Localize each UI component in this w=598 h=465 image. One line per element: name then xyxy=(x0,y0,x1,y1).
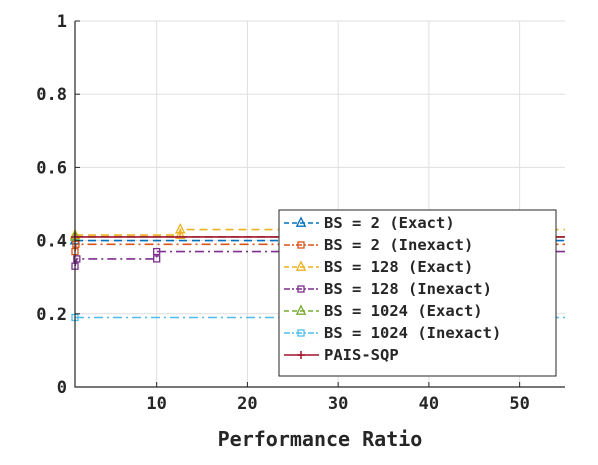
x-tick-label: 50 xyxy=(509,394,529,414)
legend-entry: PAIS-SQP xyxy=(284,346,399,364)
y-tick-label: 0.8 xyxy=(36,85,67,105)
legend-entry: BS = 128 (Inexact) xyxy=(284,280,492,298)
y-tick-label: 0.4 xyxy=(36,232,67,252)
plus-marker xyxy=(297,351,305,359)
axes: 10 20 30 40 50 0 0.2 0.4 0.6 0.8 1 xyxy=(36,12,565,414)
square-marker xyxy=(153,255,161,263)
legend-label: BS = 1024 (Inexact) xyxy=(324,324,501,342)
y-tick-label: 0.2 xyxy=(36,305,67,325)
y-tick-label: 1 xyxy=(57,12,67,32)
legend-label: BS = 128 (Exact) xyxy=(324,258,473,276)
square-marker xyxy=(297,329,305,337)
legend: BS = 2 (Exact) BS = 2 (Inexact) BS = 128 (… xyxy=(278,209,557,377)
triangle-marker xyxy=(175,228,186,239)
legend-entry: BS = 2 (Inexact) xyxy=(284,236,473,254)
legend-entry: BS = 128 (Exact) xyxy=(284,258,473,276)
square-marker xyxy=(72,240,80,248)
legend-box xyxy=(278,209,557,377)
square-marker xyxy=(73,255,81,263)
square-marker xyxy=(297,285,305,293)
triangle-marker xyxy=(175,222,186,234)
triangle-marker xyxy=(295,260,307,271)
legend-label: BS = 2 (Exact) xyxy=(324,214,455,232)
legend-label: BS = 2 (Inexact) xyxy=(324,236,473,254)
legend-label: BS = 1024 (Exact) xyxy=(324,302,483,320)
x-tick-label: 30 xyxy=(328,394,348,414)
x-axis-label: Performance Ratio xyxy=(218,427,423,451)
x-tick-label: 40 xyxy=(419,394,439,414)
x-tick-label: 10 xyxy=(146,394,166,414)
triangle-marker xyxy=(295,304,307,315)
square-marker xyxy=(153,247,161,256)
x-tick-label: 20 xyxy=(237,394,257,414)
y-tick-label: 0 xyxy=(57,378,67,398)
legend-entry: BS = 2 (Exact) xyxy=(284,214,455,232)
square-marker xyxy=(297,241,305,249)
y-tick-label: 0.6 xyxy=(36,158,67,178)
legend-entry: BS = 1024 (Inexact) xyxy=(284,324,501,342)
legend-label: PAIS-SQP xyxy=(324,346,399,364)
legend-label: BS = 128 (Inexact) xyxy=(324,280,492,298)
legend-entry: BS = 1024 (Exact) xyxy=(284,302,483,320)
triangle-marker xyxy=(295,216,307,227)
